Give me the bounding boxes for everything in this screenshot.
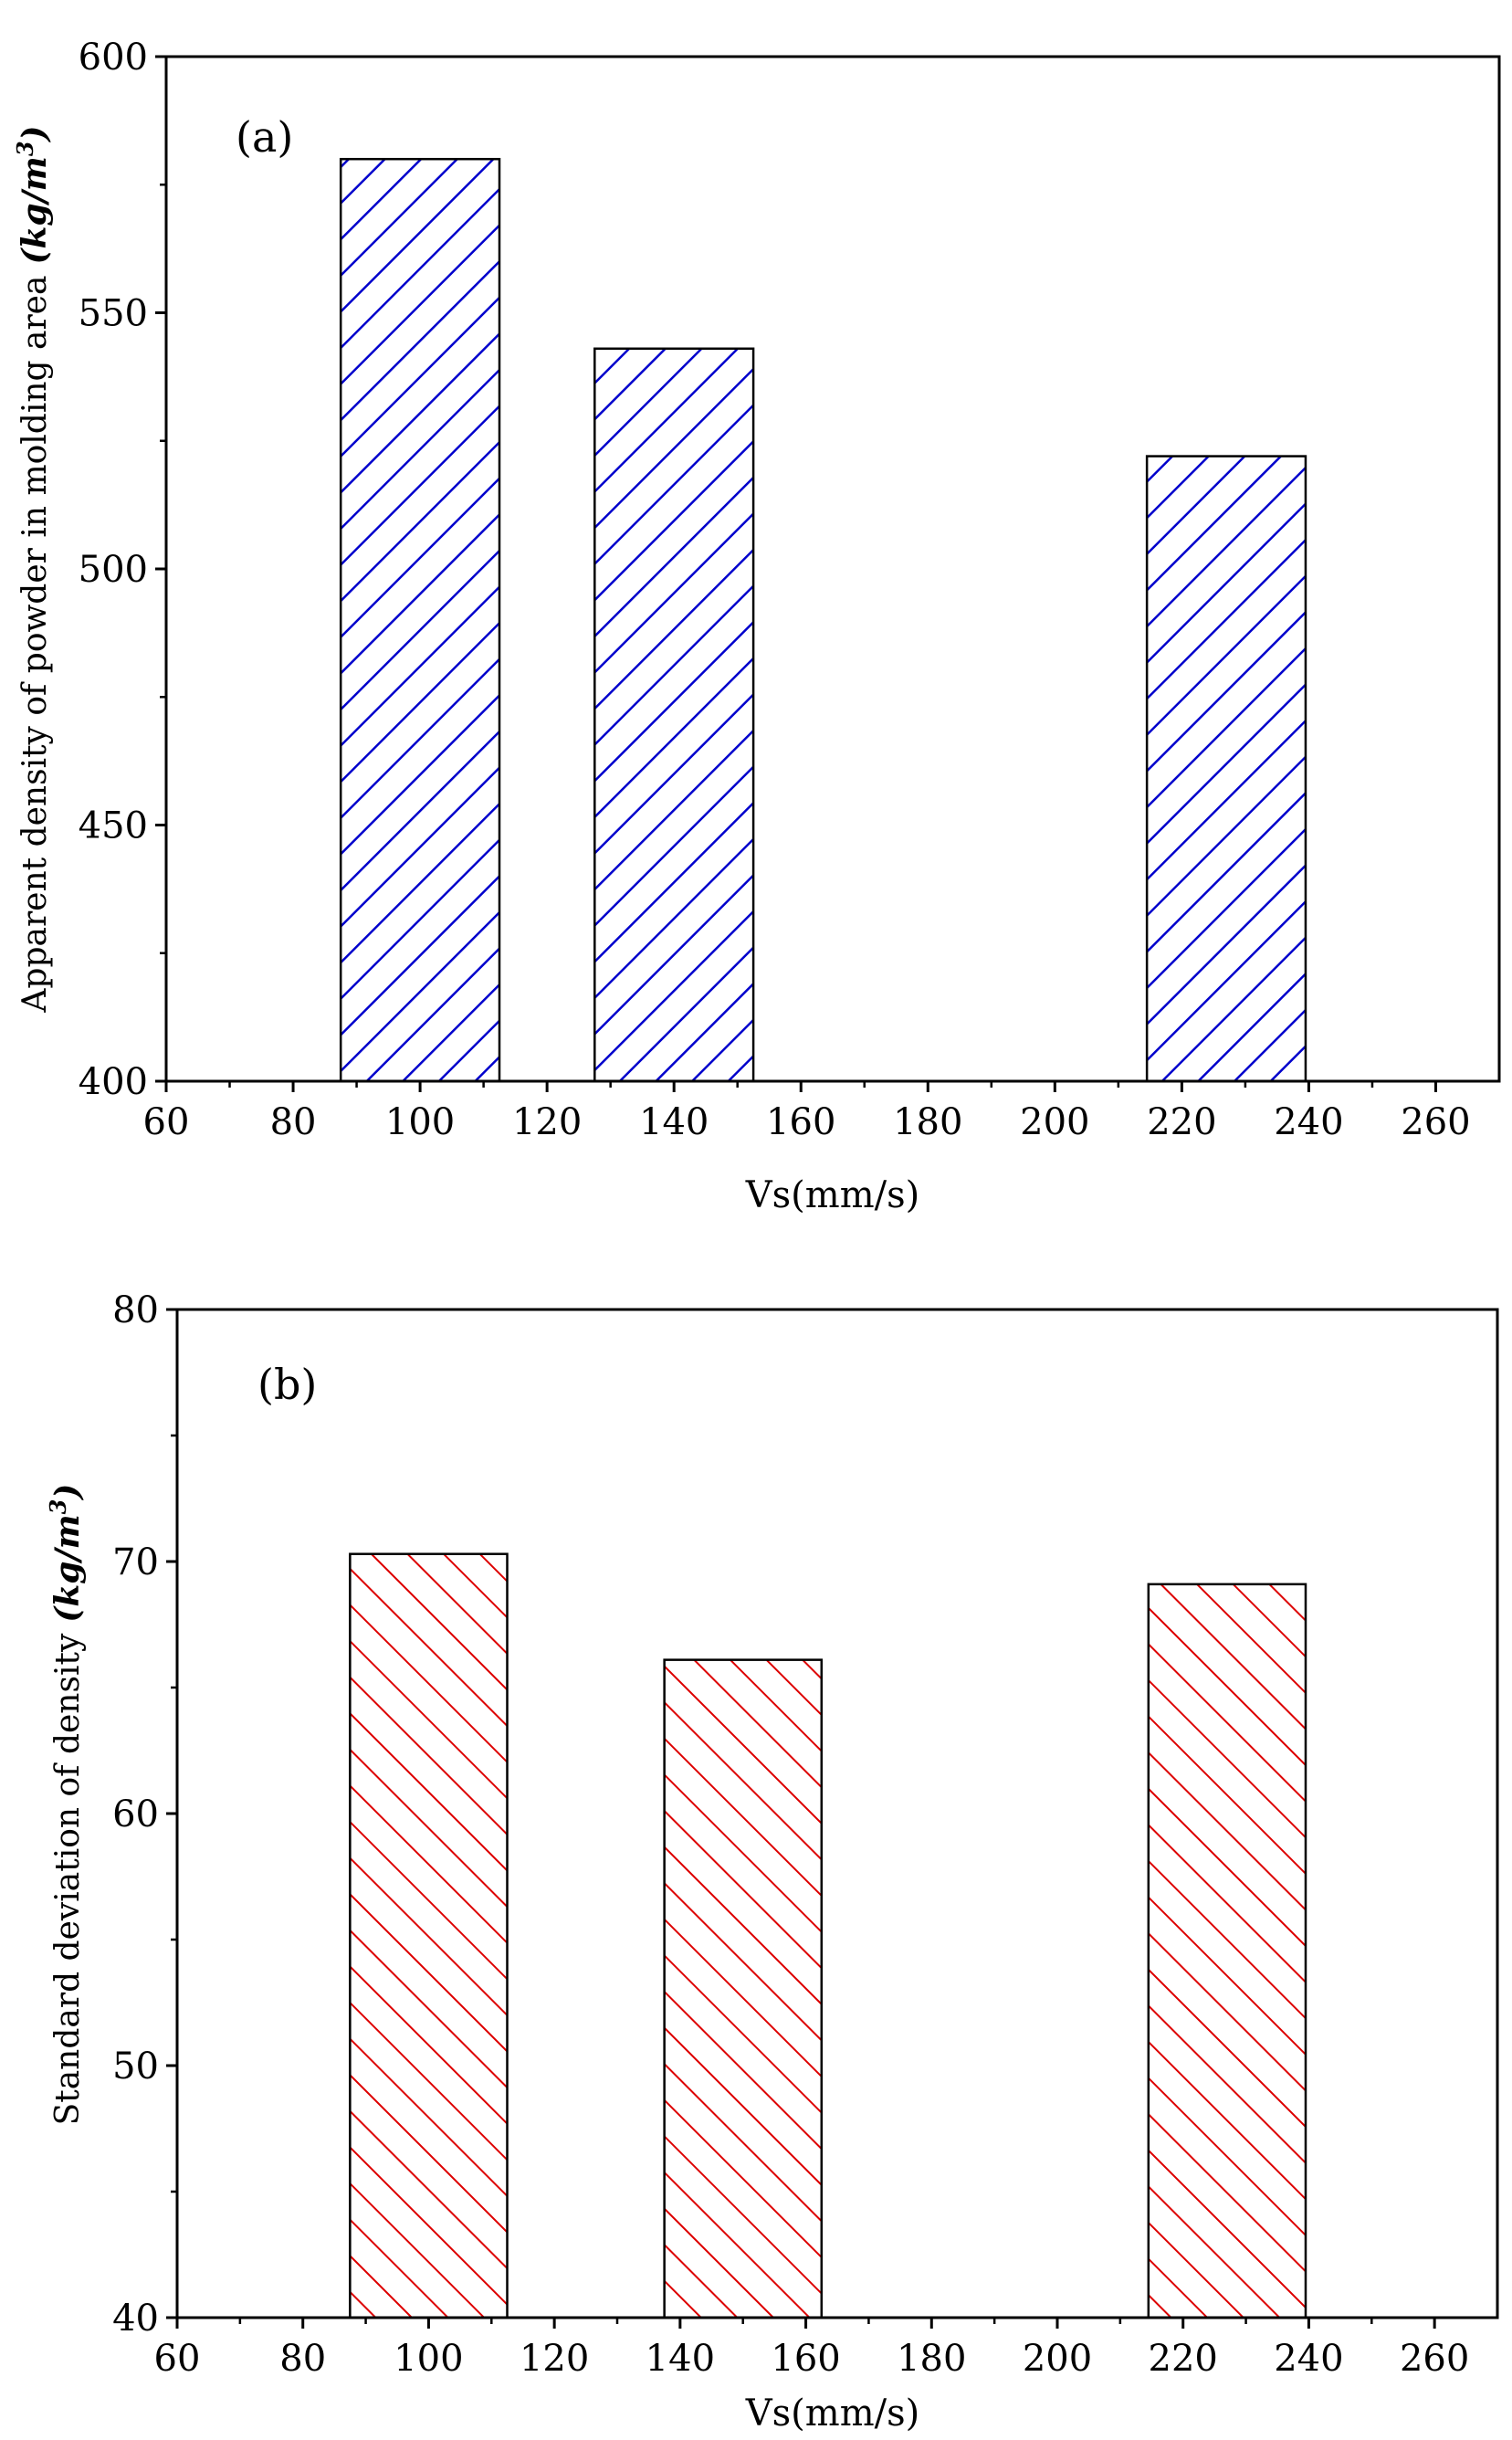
y-axis-unit-exponent: 3 bbox=[45, 1499, 71, 1515]
x-tick-label: 140 bbox=[639, 1101, 709, 1143]
x-tick-label: 240 bbox=[1274, 2338, 1343, 2380]
y-tick-label: 450 bbox=[79, 805, 148, 847]
panel-label: (b) bbox=[257, 1360, 317, 1409]
y-axis-unit-close: ) bbox=[16, 125, 54, 142]
y-axis-label: Standard deviation of density (kg/m3) bbox=[45, 1484, 87, 2126]
y-tick-label: 70 bbox=[112, 1541, 159, 1583]
x-tick-label: 200 bbox=[1023, 2338, 1092, 2380]
x-tick-label: 160 bbox=[771, 2338, 840, 2380]
bars bbox=[339, 157, 1307, 1083]
x-tick-label: 60 bbox=[143, 1101, 190, 1143]
y-axis-unit: (kg/m3) bbox=[12, 125, 54, 264]
y-axis-label-text: Standard deviation of density bbox=[49, 1633, 87, 2125]
y-tick-label: 600 bbox=[79, 37, 148, 79]
ticks bbox=[155, 55, 1437, 1092]
x-tick-label: 140 bbox=[646, 2338, 715, 2380]
x-tick-label: 80 bbox=[270, 1101, 317, 1143]
tick-labels: 60 80 100 120 140 160 180 200 220 240 260 40 50 60 70 8… bbox=[112, 1289, 1469, 2380]
bar-2 bbox=[593, 347, 755, 1083]
y-tick-label: 60 bbox=[112, 1793, 159, 1835]
x-tick-label: 260 bbox=[1401, 1101, 1470, 1143]
ticks bbox=[166, 1308, 1436, 2329]
x-tick-label: 180 bbox=[897, 2338, 966, 2380]
x-axis-label: Vs(mm/s) bbox=[745, 1174, 920, 1216]
bar-1 bbox=[349, 1552, 509, 2319]
y-axis-label: Apparent density of powder in molding ar… bbox=[12, 125, 54, 1013]
y-axis-unit-exponent: 3 bbox=[12, 141, 38, 156]
x-tick-label: 120 bbox=[520, 2338, 589, 2380]
y-tick-label: 550 bbox=[79, 293, 148, 335]
x-tick-label: 180 bbox=[893, 1101, 962, 1143]
x-tick-label: 200 bbox=[1020, 1101, 1089, 1143]
y-axis-unit-base: (kg/m bbox=[16, 156, 54, 264]
y-tick-label: 80 bbox=[112, 1289, 159, 1331]
tick-labels: 60 80 100 120 140 160 180 200 220 240 260 400 450 500… bbox=[79, 37, 1471, 1143]
x-tick-label: 240 bbox=[1274, 1101, 1343, 1143]
y-tick-label: 500 bbox=[79, 549, 148, 591]
y-tick-label: 50 bbox=[112, 2046, 159, 2088]
x-tick-label: 220 bbox=[1149, 2338, 1218, 2380]
x-tick-label: 100 bbox=[394, 2338, 463, 2380]
bar-3 bbox=[1145, 455, 1307, 1083]
y-axis-unit-base: (kg/m bbox=[48, 1514, 87, 1622]
panel-label: (a) bbox=[236, 112, 293, 162]
x-tick-label: 160 bbox=[766, 1101, 835, 1143]
x-tick-label: 60 bbox=[154, 2338, 201, 2380]
x-tick-label: 260 bbox=[1400, 2338, 1469, 2380]
y-axis-unit-close: ) bbox=[48, 1484, 87, 1501]
bars bbox=[349, 1552, 1307, 2319]
x-axis-label: Vs(mm/s) bbox=[745, 2393, 920, 2435]
y-tick-label: 400 bbox=[79, 1061, 148, 1103]
y-axis-label-text: Apparent density of powder in molding ar… bbox=[16, 276, 54, 1014]
x-tick-label: 80 bbox=[279, 2338, 326, 2380]
y-tick-label: 40 bbox=[112, 2298, 159, 2340]
chart-a: 60 80 100 120 140 160 180 200 220 240 260 400 450 500… bbox=[12, 37, 1501, 1216]
bar-2 bbox=[663, 1658, 824, 2319]
bar-1 bbox=[339, 157, 501, 1083]
y-axis-unit: (kg/m3) bbox=[45, 1484, 87, 1623]
bar-3 bbox=[1147, 1583, 1307, 2319]
x-tick-label: 120 bbox=[512, 1101, 582, 1143]
x-tick-label: 100 bbox=[385, 1101, 455, 1143]
x-tick-label: 220 bbox=[1147, 1101, 1216, 1143]
chart-b: 60 80 100 120 140 160 180 200 220 240 260 40 50 60 70 8… bbox=[45, 1289, 1499, 2435]
